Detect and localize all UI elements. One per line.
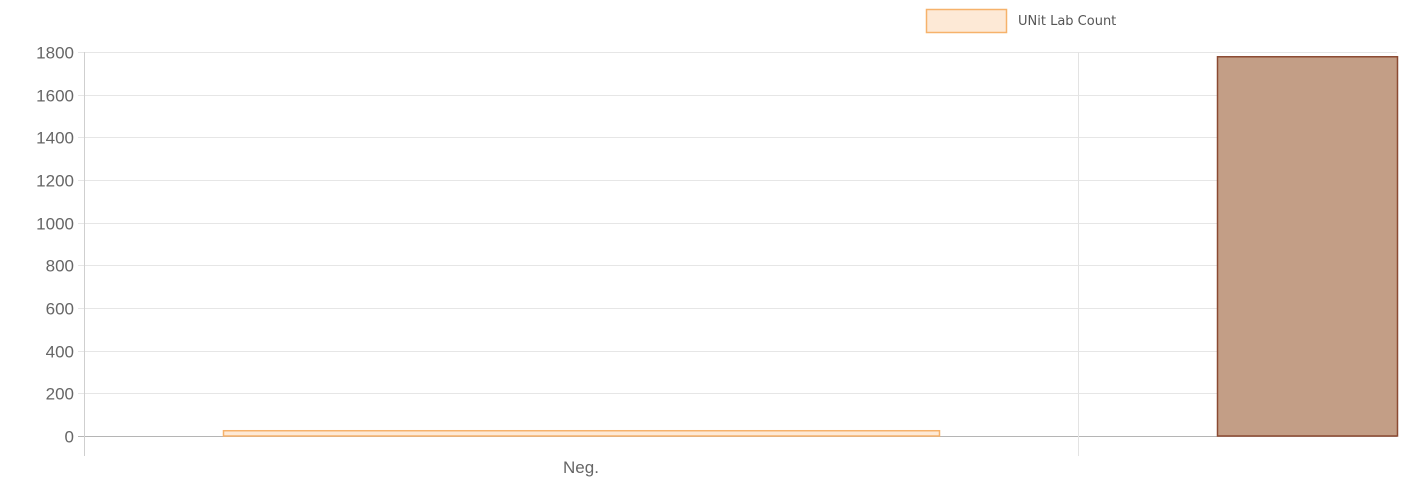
chart-axes xyxy=(84,52,1079,456)
chart-legend[interactable]: UNit Lab Count xyxy=(925,8,1117,34)
y-tick-label: 600 xyxy=(46,300,74,319)
x-tick-label: Neg. xyxy=(563,458,599,477)
y-tick-label: 1000 xyxy=(36,215,74,234)
y-tick-label: 1600 xyxy=(36,87,74,106)
legend-label[interactable]: UNit Lab Count xyxy=(1018,14,1116,29)
y-tick-label: 1400 xyxy=(36,129,74,148)
chart-grid xyxy=(78,52,1397,437)
y-tick-label: 200 xyxy=(46,385,74,404)
y-axis-tick-labels: 0 200 400 600 800 1000 1200 1400 1600 1800 xyxy=(36,44,74,447)
bar-2[interactable] xyxy=(1216,56,1399,437)
x-axis-tick-labels: Neg. xyxy=(563,458,599,477)
bar-1[interactable] xyxy=(222,429,941,437)
y-tick-label: 800 xyxy=(46,257,74,276)
y-tick-label: 1800 xyxy=(36,44,74,63)
legend-swatch[interactable] xyxy=(925,8,1008,34)
chart-bars xyxy=(222,56,1399,437)
y-tick-label: 1200 xyxy=(36,172,74,191)
y-tick-label: 400 xyxy=(46,343,74,362)
y-tick-label: 0 xyxy=(65,428,74,447)
